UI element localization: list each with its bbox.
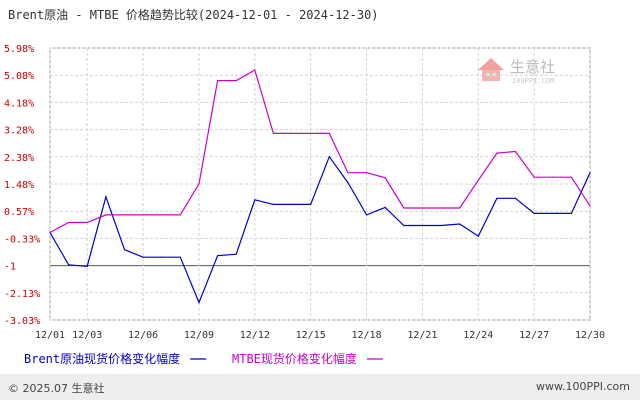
data-point (216, 255, 219, 257)
data-point (49, 231, 51, 234)
data-point (477, 235, 479, 237)
data-point (589, 205, 591, 207)
data-point (347, 182, 349, 184)
x-tick-label: 12/27 (519, 330, 549, 341)
data-point (570, 176, 572, 178)
data-point (123, 249, 126, 251)
series-lines (49, 69, 591, 305)
data-point (254, 199, 256, 201)
x-tick-label: 12/15 (296, 330, 326, 341)
data-point (384, 177, 386, 179)
data-point (533, 176, 535, 178)
data-point (68, 264, 70, 266)
data-point (347, 172, 349, 174)
y-tick-label: -0.33% (4, 234, 40, 245)
y-tick-label: -1 (4, 262, 16, 273)
chart-title: Brent原油 - MTBE 价格趋势比较(2024-12-01 - 2024-… (8, 7, 379, 22)
data-point (421, 207, 424, 209)
data-point (421, 224, 424, 227)
data-point (198, 301, 200, 304)
data-point (179, 214, 181, 216)
data-point (86, 221, 88, 224)
data-point (514, 150, 517, 153)
x-tick-label: 12/30 (575, 330, 605, 341)
data-point (440, 207, 442, 209)
y-tick-label: -2.13% (4, 289, 40, 300)
data-point (216, 80, 219, 82)
y-tick-label: 3.28% (4, 126, 34, 137)
y-tick-label: -3.03% (4, 316, 40, 327)
data-point (440, 224, 442, 227)
legend-label: MTBE现货价格变化幅度 (232, 351, 357, 366)
watermark-brand: 生意社 (510, 58, 555, 76)
footer-site-link[interactable]: www.100PPI.com (536, 380, 630, 393)
data-point (291, 132, 293, 135)
data-point (142, 214, 144, 216)
watermark-url: 100PPI.COM (512, 77, 554, 85)
data-point (496, 197, 498, 199)
x-tick-label: 12/06 (128, 330, 158, 341)
data-point (328, 132, 330, 135)
x-tick-label: 12/09 (184, 330, 214, 341)
watermark-logo: 生意社 100PPI.COM (478, 58, 555, 85)
y-tick-label: 5.98% (4, 44, 34, 55)
data-point (86, 265, 88, 267)
data-point (533, 212, 535, 215)
x-tick-label: 12/21 (407, 330, 437, 341)
data-point (272, 132, 275, 135)
x-tick-label: 12/24 (463, 330, 493, 341)
x-tick-label: 12/03 (72, 330, 102, 341)
series-line (49, 69, 591, 234)
data-point (235, 80, 237, 82)
data-point (496, 152, 498, 154)
x-axis-tick-labels: 12/01 12/03 12/06 12/09 12/12 12/15 12/18 12/21… (35, 330, 605, 341)
series-line (49, 155, 591, 305)
data-point (384, 206, 386, 208)
footer-copyright: © 2025.07 生意社 (8, 382, 105, 395)
y-tick-label: 1.48% (4, 180, 34, 191)
data-point (179, 256, 181, 258)
data-point (459, 223, 461, 225)
data-point (254, 69, 256, 71)
y-tick-label: 4.18% (4, 98, 34, 109)
data-point (365, 214, 368, 216)
data-point (403, 224, 405, 227)
data-point (235, 253, 237, 255)
data-point (570, 212, 572, 215)
data-point (161, 214, 163, 216)
y-tick-label: 2.38% (4, 153, 34, 164)
data-point (161, 256, 163, 258)
data-point (105, 214, 107, 216)
data-point (514, 197, 517, 199)
data-point (477, 179, 479, 181)
x-tick-label: 12/18 (351, 330, 381, 341)
data-point (272, 203, 275, 205)
data-point (328, 156, 330, 158)
data-point (365, 172, 368, 174)
data-point (310, 203, 312, 205)
line-chart: Brent原油 - MTBE 价格趋势比较(2024-12-01 - 2024-… (4, 7, 605, 366)
data-point (123, 214, 126, 216)
data-point (310, 132, 312, 135)
x-tick-label: 12/01 (35, 330, 65, 341)
data-point (552, 212, 554, 215)
data-point (459, 207, 461, 209)
data-point (552, 176, 554, 178)
y-tick-label: 0.57% (4, 207, 34, 218)
data-point (291, 203, 293, 205)
legend-label: Brent原油现货价格变化幅度 (24, 351, 180, 366)
data-point (589, 172, 591, 174)
y-tick-label: 5.08% (4, 71, 34, 82)
data-point (142, 256, 144, 258)
data-point (198, 183, 200, 185)
data-point (68, 221, 70, 224)
x-tick-label: 12/12 (240, 330, 270, 341)
data-point (403, 207, 405, 209)
y-axis-tick-labels: 5.98% 5.08% 4.18% 3.28% 2.38% 1.48% 0.57% -0.33… (4, 44, 40, 327)
legend: Brent原油现货价格变化幅度 MTBE现货价格变化幅度 (24, 351, 383, 366)
grid-lines (49, 47, 591, 321)
data-point (105, 196, 107, 198)
footer-bar: © 2025.07 生意社 www.100PPI.com (0, 374, 640, 400)
